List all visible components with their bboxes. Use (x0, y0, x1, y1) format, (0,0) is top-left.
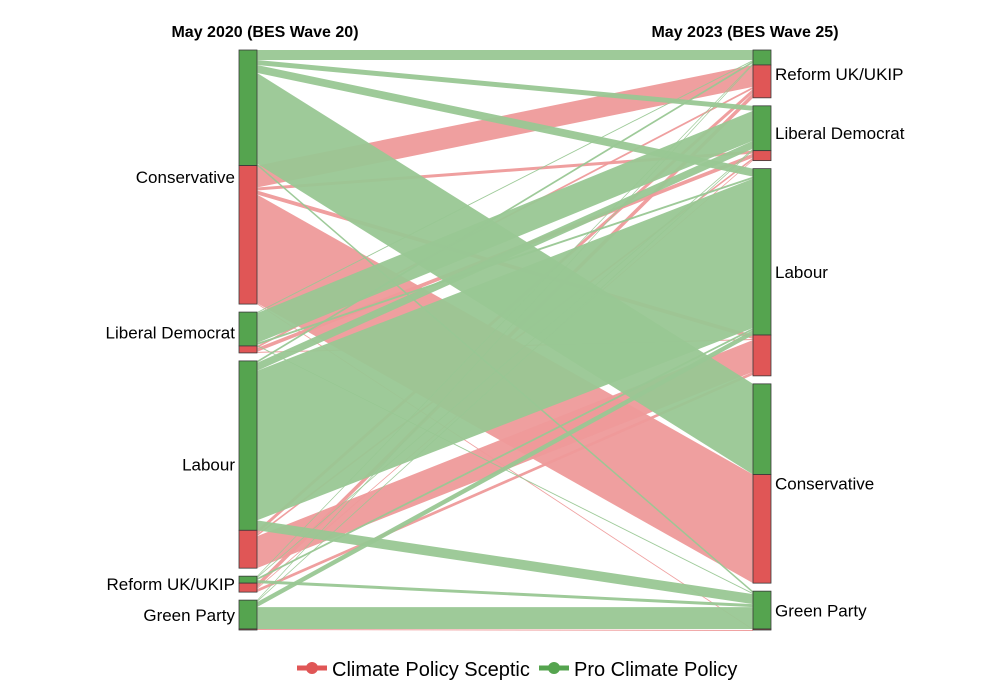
left-label-green-party: Green Party (143, 606, 235, 625)
left-node-green-party-sceptic (238, 628, 258, 631)
right-node-reform-uk-ukip-sceptic (752, 64, 772, 99)
right-label-green-party: Green Party (775, 602, 867, 621)
flows-layer (257, 50, 753, 631)
legend-label-pro-climate-policy: Pro Climate Policy (574, 659, 737, 681)
legend-swatch-dot-climate-policy-sceptic (306, 662, 318, 674)
right-node-liberal-democrat-sceptic (752, 150, 772, 162)
flow-pro-labour-to-reform-uk-ukip (257, 60, 753, 363)
legend-swatch-dot-pro-climate-policy (548, 662, 560, 674)
flow-pro-green-party-to-green-party (257, 607, 753, 630)
left-label-reform-uk-ukip: Reform UK/UKIP (107, 575, 235, 594)
flow-pro-reform-uk-ukip-to-liberal-democrat (257, 148, 753, 579)
right-axis-title: May 2023 (BES Wave 25) (651, 24, 838, 41)
right-node-conservative-sceptic (752, 474, 772, 584)
left-axis-title: May 2020 (BES Wave 20) (171, 24, 358, 41)
legend: Climate Policy Sceptic Pro Climate Policy (297, 659, 737, 681)
left-node-liberal-democrat-pro (238, 311, 258, 347)
left-node-conservative-pro (238, 49, 258, 166)
right-label-conservative: Conservative (775, 475, 874, 494)
left-node-liberal-democrat-sceptic (238, 345, 258, 354)
flow-pro-conservative-to-reform-uk-ukip (257, 50, 753, 60)
flow-pro-reform-uk-ukip-to-reform-uk-ukip (257, 62, 753, 578)
flow-pro-conservative-to-liberal-democrat (257, 59, 753, 111)
left-label-liberal-democrat: Liberal Democrat (106, 323, 236, 342)
flow-pro-liberal-democrat-to-liberal-democrat (257, 110, 753, 343)
flow-pro-green-party-to-labour (257, 330, 753, 608)
right-node-labour-pro (752, 168, 772, 336)
left-label-conservative: Conservative (136, 168, 235, 187)
right-label-reform-uk-ukip: Reform UK/UKIP (775, 65, 903, 84)
right-node-green-party-pro (752, 590, 772, 630)
flow-pro-liberal-democrat-to-reform-uk-ukip (257, 59, 753, 314)
flow-pro-liberal-democrat-to-labour (257, 176, 753, 345)
flow-pro-green-party-to-liberal-democrat (257, 149, 753, 603)
right-node-conservative-pro (752, 383, 772, 475)
flow-pro-green-party-to-reform-uk-ukip (257, 63, 753, 602)
right-label-labour: Labour (775, 263, 828, 282)
legend-label-climate-policy-sceptic: Climate Policy Sceptic (332, 659, 530, 681)
right-label-liberal-democrat: Liberal Democrat (775, 124, 905, 143)
flow-pro-reform-uk-ukip-to-labour (257, 328, 753, 581)
left-node-reform-uk-ukip-pro (238, 575, 258, 584)
left-node-labour-pro (238, 360, 258, 531)
left-node-green-party-pro (238, 599, 258, 630)
flow-pro-conservative-to-labour (257, 64, 753, 177)
right-node-liberal-democrat-pro (752, 105, 772, 152)
flow-pro-labour-to-green-party (257, 520, 753, 605)
left-node-reform-uk-ukip-sceptic (238, 582, 258, 593)
flow-pro-reform-uk-ukip-to-green-party (257, 580, 753, 608)
right-node-labour-sceptic (752, 334, 772, 377)
left-node-conservative-sceptic (238, 165, 258, 305)
right-node-green-party-sceptic (752, 628, 772, 631)
right-node-reform-uk-ukip-pro (752, 49, 772, 66)
flow-sceptic-green-party-to-green-party (257, 629, 753, 631)
flow-pro-labour-to-labour (257, 178, 753, 521)
left-label-labour: Labour (182, 456, 235, 475)
nodes-layer (238, 49, 772, 631)
left-node-labour-sceptic (238, 529, 258, 569)
labels-layer: Conservative Liberal Democrat Labour Reform… (106, 65, 905, 625)
